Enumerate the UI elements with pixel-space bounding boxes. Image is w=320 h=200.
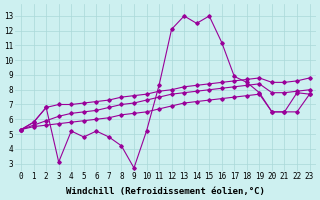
X-axis label: Windchill (Refroidissement éolien,°C): Windchill (Refroidissement éolien,°C): [66, 187, 265, 196]
